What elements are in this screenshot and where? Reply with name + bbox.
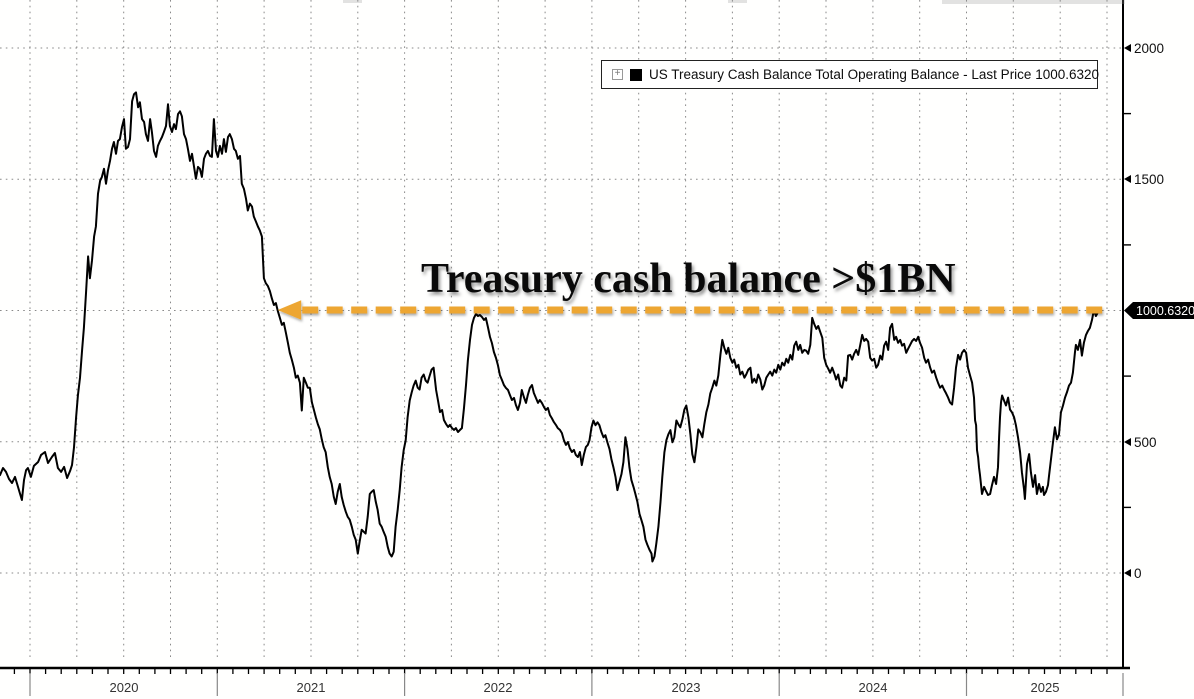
annotation-arrow — [277, 300, 1105, 320]
legend-expand-icon[interactable]: + — [612, 69, 623, 80]
y-axis-label-1500: 1500 — [1124, 170, 1164, 188]
x-axis-label-2023: 2023 — [671, 680, 701, 695]
x-axis-label-2021: 2021 — [296, 680, 326, 695]
x-axis-label-2024: 2024 — [858, 680, 888, 695]
clipped-top-artifact — [343, 0, 362, 3]
annotation-text: Treasury cash balance >$1BN — [421, 256, 956, 302]
y-tick-text: 2000 — [1134, 40, 1165, 56]
last-price-badge: 1000.6320 — [1124, 302, 1194, 319]
y-tick-text: 500 — [1134, 434, 1157, 450]
y-tick-text: 0 — [1134, 565, 1142, 581]
y-axis-label-2000: 2000 — [1124, 39, 1164, 57]
legend-box[interactable]: + US Treasury Cash Balance Total Operati… — [601, 60, 1100, 89]
legend-label: US Treasury Cash Balance Total Operating… — [649, 67, 1100, 82]
y-tick-text: 1500 — [1134, 171, 1165, 187]
y-axis-label-0: 0 — [1124, 564, 1142, 582]
last-price-value: 1000.6320 — [1136, 303, 1194, 318]
x-axis-label-2020: 2020 — [109, 680, 139, 695]
tick-arrow-icon — [1124, 569, 1131, 577]
series-color-swatch — [630, 68, 642, 81]
tick-arrow-icon — [1124, 44, 1131, 52]
tick-arrow-icon — [1124, 438, 1131, 446]
series-line — [0, 91, 1102, 563]
arrow-head-icon — [277, 300, 302, 320]
y-axis-label-500: 500 — [1124, 433, 1157, 451]
clipped-top-artifact — [942, 0, 1125, 4]
x-axis-label-2022: 2022 — [483, 680, 513, 695]
clipped-top-artifact — [728, 0, 747, 3]
tick-arrow-icon — [1124, 175, 1131, 183]
x-axis-label-2025: 2025 — [1030, 680, 1060, 695]
